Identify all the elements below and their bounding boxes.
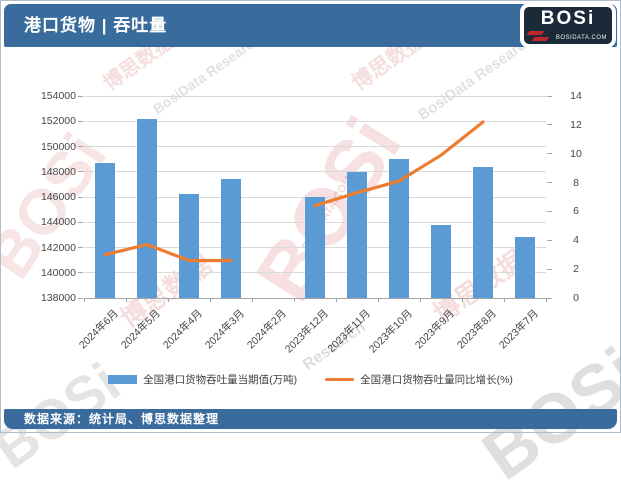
right-axis-tick [547, 153, 552, 155]
x-axis-tick [504, 298, 505, 302]
yoy-growth-line [103, 120, 485, 263]
right-axis-tick-label: 6 [573, 205, 579, 218]
right-axis-tick [547, 124, 552, 126]
right-axis-tick-label: 14 [570, 90, 582, 102]
bar-2024年6月 [95, 162, 115, 298]
right-axis-tick [547, 239, 552, 241]
x-axis-tick [336, 298, 337, 302]
bar-2023年8月 [473, 166, 493, 298]
bar-2023年9月 [431, 224, 451, 298]
left-axis-tick-label: 146000 [40, 191, 76, 203]
left-axis-tick-label: 152000 [40, 115, 76, 128]
right-axis-tick-label: 10 [570, 147, 582, 160]
page-title: 港口货物 | 吞吐量 [24, 16, 168, 35]
left-axis-tick [78, 196, 83, 198]
h-gridline [84, 120, 546, 122]
left-axis-tick-label: 150000 [40, 140, 76, 153]
left-axis-tick-label: 138000 [40, 292, 76, 304]
line-series-swatch-icon [325, 378, 355, 381]
x-axis-line [84, 297, 546, 299]
right-axis-tick [547, 182, 552, 184]
right-axis-tick [547, 210, 552, 212]
legend-item-bar-series: 全国港口货物吞吐量当期值(万吨) [108, 372, 297, 387]
left-axis-tick [78, 272, 83, 274]
right-axis-tick-label: 12 [570, 118, 582, 131]
bar-2024年3月 [221, 179, 241, 298]
left-axis-tick-label: 140000 [40, 266, 76, 279]
legend-label: 全国港口货物吞吐量同比增长(%) [360, 374, 513, 386]
logo-stripe-icon [526, 31, 545, 35]
left-axis-tick-label: 142000 [40, 241, 76, 254]
h-gridline [84, 95, 546, 97]
chart-plot-area: 138000 140000 142000 144000 146000 148000 1500… [40, 90, 582, 356]
bar-2024年4月 [179, 194, 199, 298]
left-axis-tick-label: 144000 [40, 216, 76, 229]
right-axis-tick [547, 297, 552, 299]
footer-bar: 数据来源：统计局、博思数据整理 [4, 409, 617, 429]
left-axis-tick [78, 297, 83, 299]
left-axis-tick [78, 247, 83, 248]
bosi-logo-box: BOSi BOSIDATA.COM [524, 7, 612, 44]
left-axis-tick-label: 148000 [40, 165, 76, 178]
left-axis-tick [78, 221, 83, 223]
x-axis-tick [294, 298, 295, 302]
right-axis-tick-label: 2 [573, 263, 579, 276]
bar-2023年12月 [305, 197, 325, 298]
x-axis-tick [126, 298, 127, 302]
bar-2023年7月 [515, 237, 535, 298]
h-gridline [84, 146, 546, 147]
left-axis-tick-label: 154000 [40, 90, 76, 102]
x-axis-tick [462, 298, 463, 302]
x-axis-tick [378, 298, 379, 302]
legend-item-line-series: 全国港口货物吞吐量同比增长(%) [325, 372, 513, 387]
h-gridline [84, 171, 546, 173]
bosi-logo-text: BOSi [540, 8, 596, 29]
logo-stripe-icon [531, 37, 550, 41]
chart-legend: 全国港口货物吞吐量当期值(万吨) 全国港口货物吞吐量同比增长(%) [0, 372, 621, 387]
line-segment [103, 243, 233, 263]
left-axis-tick [78, 171, 83, 173]
x-axis-tick [84, 298, 85, 302]
bosi-logo: BOSi BOSIDATA.COM [520, 3, 616, 48]
header-bar: 港口货物 | 吞吐量 BOSi BOSIDATA.COM [4, 3, 617, 48]
left-axis-tick [78, 146, 83, 147]
left-axis-tick [78, 95, 83, 97]
right-axis-tick [547, 268, 552, 270]
bar-2023年11月 [347, 171, 367, 298]
x-axis-tick [252, 298, 253, 302]
right-axis-tick [547, 95, 552, 97]
data-source-note: 数据来源：统计局、博思数据整理 [24, 412, 220, 426]
right-axis-tick-label: 0 [573, 292, 579, 304]
line-segment [313, 120, 485, 208]
right-axis-tick-label: 4 [573, 234, 579, 247]
bar-series-swatch-icon [108, 375, 138, 384]
bar-2024年5月 [137, 118, 157, 298]
legend-label: 全国港口货物吞吐量当期值(万吨) [143, 374, 298, 386]
bar-2023年10月 [389, 159, 409, 298]
x-axis-tick [546, 298, 547, 302]
bosi-logo-url: BOSIDATA.COM [555, 35, 607, 41]
x-axis-tick [210, 298, 211, 302]
left-axis-tick [78, 120, 83, 122]
right-axis-tick-label: 8 [573, 176, 579, 189]
x-axis-tick [420, 298, 421, 302]
x-axis-tick [168, 298, 169, 302]
